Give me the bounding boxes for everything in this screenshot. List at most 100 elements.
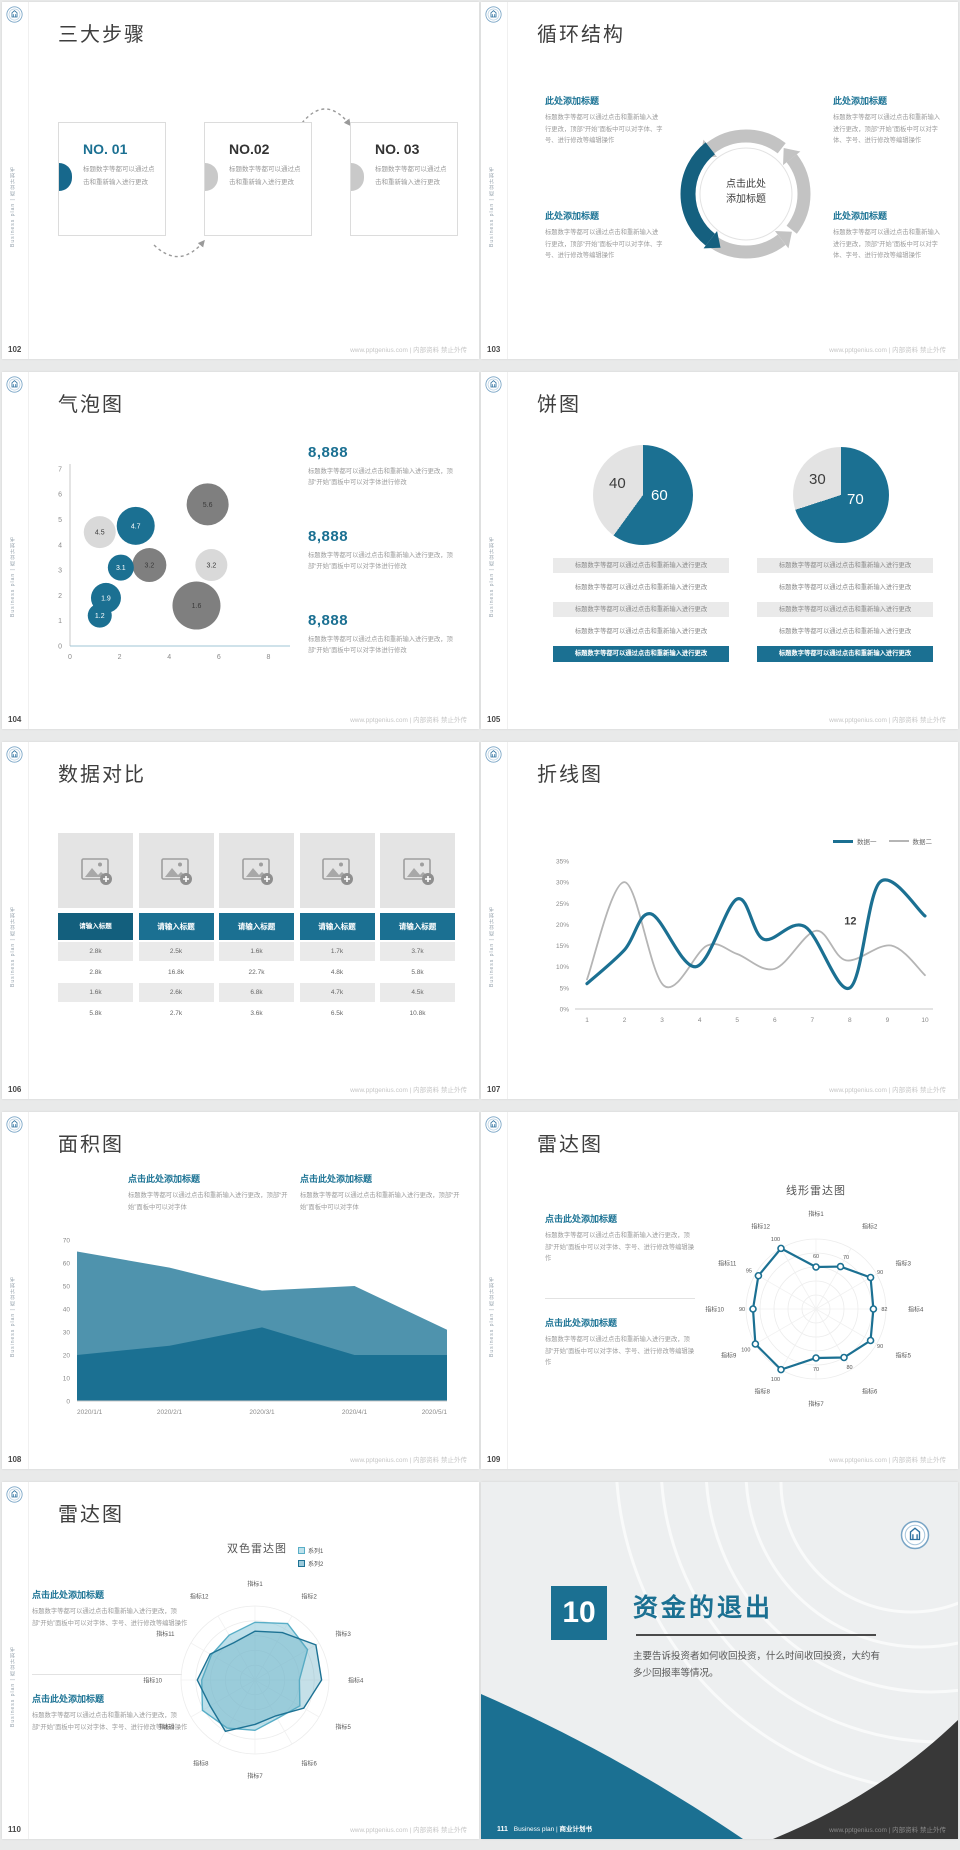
slide-110-thumbnail[interactable]: Business plan | 商业计划书 110 雷达图 双色雷达图 系列1 … <box>2 1482 479 1839</box>
svg-text:指标7: 指标7 <box>808 1400 824 1408</box>
slide-sidebar: Business plan | 商业计划书 106 <box>2 742 29 1099</box>
svg-text:8: 8 <box>266 654 270 661</box>
series-line-swatch-icon <box>888 840 909 842</box>
slide-sidebar: Business plan | 商业计划书 104 <box>2 372 29 729</box>
image-placeholder-icon <box>380 833 455 908</box>
svg-text:9: 9 <box>886 1017 890 1024</box>
slide-103-thumbnail[interactable]: Business plan | 商业计划书 103 循环结构 此处添加标题 标题… <box>481 2 958 359</box>
series-line-swatch-icon <box>833 839 853 843</box>
page-number: 104 <box>8 715 22 724</box>
footer-note: www.pptgenius.com | 内部资料 禁止外传 <box>829 1827 946 1834</box>
svg-text:35%: 35% <box>556 858 569 865</box>
svg-text:指标7: 指标7 <box>247 1772 263 1780</box>
half-circle-icon <box>59 163 72 191</box>
slide-title: 雷达图 <box>537 1134 603 1156</box>
svg-text:3.2: 3.2 <box>206 563 216 570</box>
sidebar-vertical-text: Business plan | 商业计划书 <box>489 1275 495 1357</box>
slide-102-thumbnail[interactable]: Business plan | 商业计划书 102 三大步骤 NO. 01 标题… <box>2 2 479 359</box>
pie-label: 70 <box>847 491 864 508</box>
svg-text:指标1: 指标1 <box>247 1580 263 1588</box>
slide-111-thumbnail[interactable]: 10 资金的退出 主要告诉投资者如何收回投资，什么时间收回投资，大约有多少回报率… <box>481 1482 958 1839</box>
cycle-center-label: 点击此处 添加标题 <box>726 179 766 205</box>
step-card-3: NO. 03 标题数字等都可以通过点击和重新输入进行更改 <box>350 122 458 236</box>
legend-item: 系列2 <box>298 1559 323 1568</box>
half-circle-icon <box>205 163 218 191</box>
svg-text:20: 20 <box>63 1353 71 1360</box>
block-heading: 点击此处添加标题 <box>32 1694 105 1704</box>
dark-corner-shape <box>773 1720 958 1839</box>
brand-text-bold: 商业计划书 <box>559 1826 593 1833</box>
footer-note: www.pptgenius.com | 内部资料 禁止外传 <box>350 347 467 354</box>
divider <box>545 1298 695 1299</box>
text-block-top-left: 此处添加标题 标题数字等都可以通过点击和重新输入进行更改，顶部“开始”面板中可以… <box>545 94 663 147</box>
slide-title: 面积图 <box>58 1134 124 1156</box>
step-number: NO.02 <box>229 141 270 157</box>
caption-row: 标题数字等都可以通过点击和重新输入进行更改 <box>553 646 729 662</box>
pie-caption-list-left: 标题数字等都可以通过点击和重新输入进行更改 标题数字等都可以通过点击和重新输入进行… <box>553 558 729 669</box>
block-body: 标题数字等都可以通过点击和重新输入进行更改，顶部“开始”面板中可以对字体 <box>300 1192 460 1211</box>
page-number: 102 <box>8 345 22 354</box>
slide-title: 气泡图 <box>58 394 124 416</box>
svg-text:指标3: 指标3 <box>336 1630 352 1638</box>
table-cell: 22.7k <box>219 962 294 982</box>
svg-text:指标12: 指标12 <box>751 1222 770 1230</box>
logo-badge-icon <box>485 376 502 393</box>
slide-106-thumbnail[interactable]: Business plan | 商业计划书 106 数据对比 请输入标题 请输入标… <box>2 742 479 1099</box>
block-heading: 点击此处添加标题 <box>128 1174 201 1184</box>
slide-title: 数据对比 <box>58 764 146 786</box>
svg-text:指标11: 指标11 <box>718 1260 737 1268</box>
section-title: 资金的退出 <box>633 1594 774 1622</box>
stat-body: 标题数字等都可以通过点击和重新输入进行更改，顶部“开始”面板中可以对字体进行修改 <box>308 468 453 487</box>
footer-note: www.pptgenius.com | 内部资料 禁止外传 <box>350 1457 467 1464</box>
bubble-chart: 0 1 2 3 4 5 6 7 0 2 4 6 8 4.5 5.6 3.2 3.2 1.6 4.7 3.1 1.9 1.2 <box>58 464 290 661</box>
text-block-bottom-left: 此处添加标题 标题数字等都可以通过点击和重新输入进行更改，顶部“开始”面板中可以… <box>545 209 663 262</box>
block-body: 标题数字等都可以通过点击和重新输入进行更改，顶部“开始”面板中可以对字体 <box>128 1192 288 1211</box>
svg-text:90: 90 <box>739 1307 745 1313</box>
footer-note: www.pptgenius.com | 内部资料 禁止外传 <box>829 1087 946 1094</box>
block-body: 标题数字等都可以通过点击和重新输入进行更改，顶部“开始”面板中可以对字体、字号、… <box>32 1712 188 1731</box>
divider <box>32 1674 182 1675</box>
step-card-1: NO. 01 标题数字等都可以通过点击和重新输入进行更改 <box>58 122 166 236</box>
table-cell: 1.6k <box>58 983 133 1002</box>
text-block-bottom-right: 此处添加标题 标题数字等都可以通过点击和重新输入进行更改，顶部“开始”面板中可以… <box>833 209 945 262</box>
table-header-cell: 请输入标题 <box>380 913 455 940</box>
svg-text:6: 6 <box>217 654 221 661</box>
slide-105-thumbnail[interactable]: Business plan | 商业计划书 105 饼图 40 60 30 70… <box>481 372 958 729</box>
slide-109-thumbnail[interactable]: Business plan | 商业计划书 109 雷达图 线形雷达图 点击此处… <box>481 1112 958 1469</box>
radar-chart-title: 线形雷达图 <box>786 1185 846 1197</box>
page-number: 110 <box>8 1825 21 1834</box>
table-cell: 1.7k <box>299 942 375 961</box>
block-heading: 点击此处添加标题 <box>300 1174 373 1184</box>
slide-108-thumbnail[interactable]: Business plan | 商业计划书 108 面积图 点击此处添加标题 标… <box>2 1112 479 1469</box>
slide-104-thumbnail[interactable]: Business plan | 商业计划书 104 气泡图 0 1 2 3 4 5 6 7 0 2… <box>2 372 479 729</box>
footer-note: www.pptgenius.com | 内部资料 禁止外传 <box>350 717 467 724</box>
sidebar-vertical-text: Business plan | 商业计划书 <box>489 165 495 247</box>
sidebar-vertical-text: Business plan | 商业计划书 <box>10 1275 16 1357</box>
half-circle-icon <box>351 163 364 191</box>
svg-text:指标2: 指标2 <box>302 1592 318 1600</box>
table-cell: 2.5k <box>138 942 214 961</box>
svg-text:10: 10 <box>63 1376 71 1383</box>
sidebar-vertical-text: Business plan | 商业计划书 <box>10 535 16 617</box>
svg-text:20%: 20% <box>556 922 569 929</box>
legend-item: 数据一 <box>833 836 877 846</box>
text-block-1: 点击此处添加标题 标题数字等都可以通过点击和重新输入进行更改，顶部“开始”面板中… <box>545 1212 700 1265</box>
page-number: 109 <box>487 1455 501 1464</box>
table-header-cell: 请输入标题 <box>299 913 375 940</box>
pie-chart-left: 40 60 <box>593 445 693 545</box>
svg-text:3: 3 <box>660 1017 664 1024</box>
table-cell: 1.6k <box>219 942 294 961</box>
page-number: 107 <box>487 1085 501 1094</box>
page-number: 108 <box>8 1455 22 1464</box>
logo-badge-icon <box>6 1116 23 1133</box>
page-number: 103 <box>487 345 501 354</box>
legend-item: 系列1 <box>298 1546 323 1555</box>
slide-107-thumbnail[interactable]: Business plan | 商业计划书 107 折线图 数据一 数据二 0%… <box>481 742 958 1099</box>
sidebar-vertical-text: Business plan | 商业计划书 <box>489 535 495 617</box>
pie-label: 40 <box>609 475 626 492</box>
slide-sidebar: Business plan | 商业计划书 108 <box>2 1112 29 1469</box>
footer-note: www.pptgenius.com | 内部资料 禁止外传 <box>829 1457 946 1464</box>
text-block-2: 点击此处添加标题 标题数字等都可以通过点击和重新输入进行更改，顶部“开始”面板中… <box>32 1692 190 1733</box>
table-header-cell: 请输入标题 <box>219 913 294 940</box>
footer-note: www.pptgenius.com | 内部资料 禁止外传 <box>350 1827 467 1834</box>
